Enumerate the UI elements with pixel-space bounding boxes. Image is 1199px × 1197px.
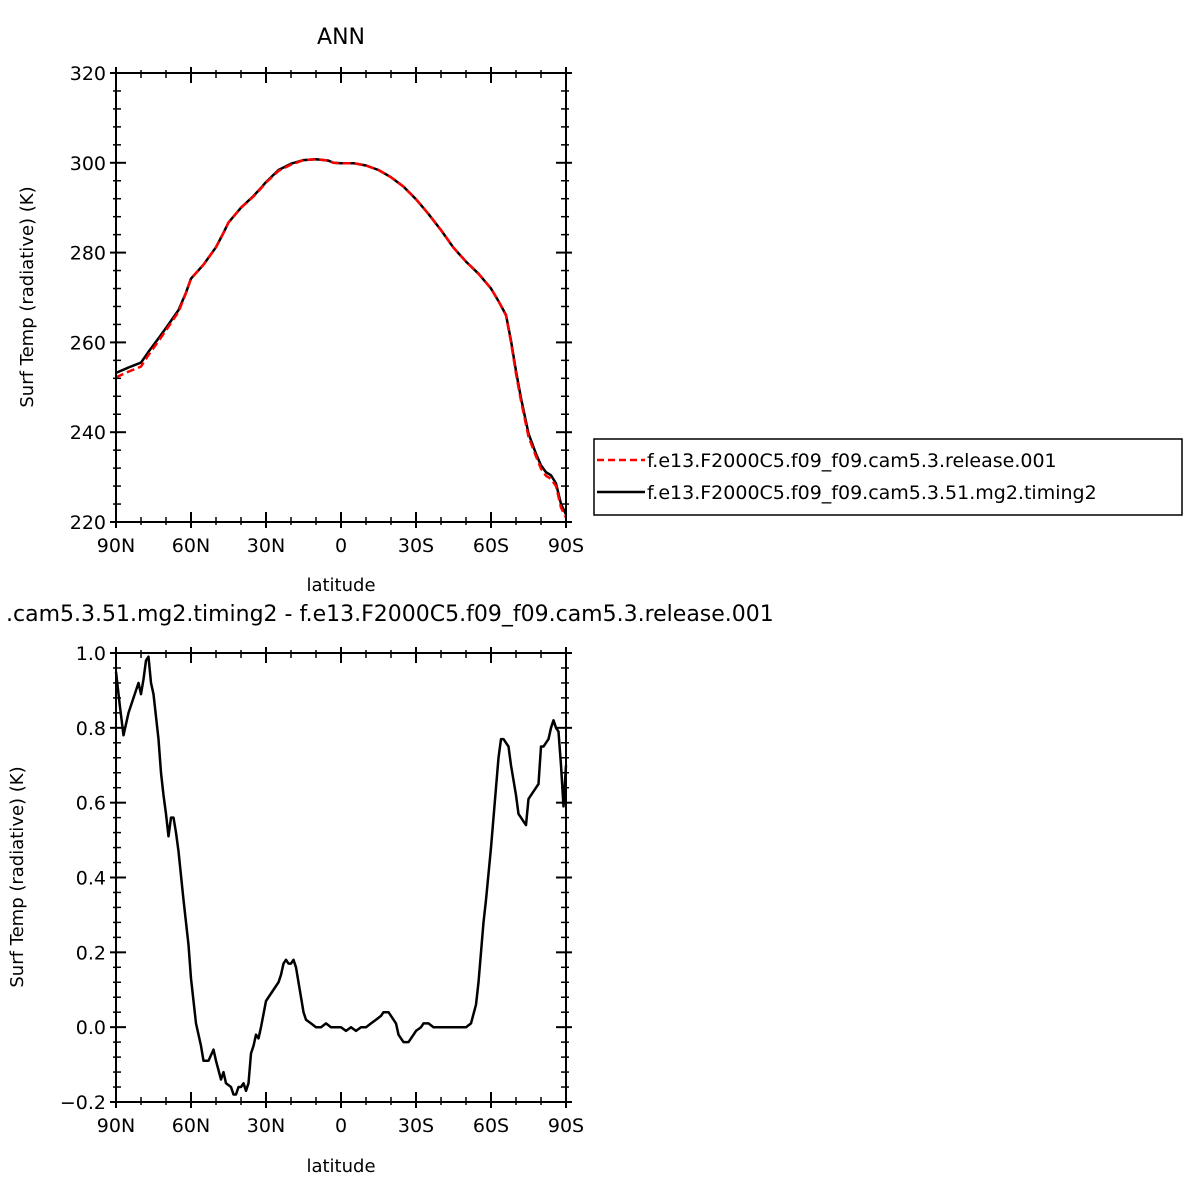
bottom-xtick-label: 30N <box>247 1115 285 1137</box>
bottom-ytick-label: 0.6 <box>76 793 106 815</box>
bottom-chart-xlabel: latitude <box>306 1156 375 1177</box>
top-ytick-label: 280 <box>70 243 106 265</box>
bottom-ytick-label: 0.2 <box>76 942 106 964</box>
bottom-xtick-label: 30S <box>398 1115 434 1137</box>
legend-label-timing2: f.e13.F2000C5.f09_f09.cam5.3.51.mg2.timi… <box>647 482 1097 504</box>
bottom-chart-ticks: 90N 60N 30N 0 30S 60S 90S −0.2 0.0 0.2 0.4 0.6 0.8 1.… <box>60 643 584 1137</box>
top-ytick-label: 320 <box>70 63 106 85</box>
bottom-xtick-label: 90N <box>97 1115 135 1137</box>
top-chart-series <box>115 157 568 519</box>
top-xtick-label: 60N <box>172 535 210 557</box>
bottom-chart-frame <box>115 652 567 1103</box>
bottom-xtick-label: 90S <box>548 1115 584 1137</box>
top-xtick-label: 90N <box>97 535 135 557</box>
bottom-ytick-label: −0.2 <box>60 1092 106 1114</box>
bottom-chart-title: .cam5.3.51.mg2.timing2 - f.e13.F2000C5.f… <box>6 602 774 627</box>
bottom-xtick-label: 60S <box>473 1115 509 1137</box>
bottom-ytick-label: 0.8 <box>76 718 106 740</box>
bottom-xtick-label: 0 <box>335 1115 347 1137</box>
bottom-chart-series <box>114 655 568 1096</box>
top-xtick-label: 0 <box>335 535 347 557</box>
top-xtick-label: 60S <box>473 535 509 557</box>
bottom-ytick-label: 0.4 <box>76 868 106 890</box>
top-ytick-label: 260 <box>70 332 106 354</box>
top-chart-ylabel: Surf Temp (radiative) (K) <box>17 186 38 407</box>
top-chart-title: ANN <box>317 25 365 50</box>
top-chart: ANN Surf Temp (radiative) (K) latitude 9… <box>17 25 584 596</box>
legend: f.e13.F2000C5.f09_f09.cam5.3.release.001… <box>593 438 1183 516</box>
top-chart-frame <box>115 72 567 523</box>
bottom-chart: .cam5.3.51.mg2.timing2 - f.e13.F2000C5.f… <box>6 602 774 1177</box>
top-chart-ticks: 90N 60N 30N 0 30S 60S 90S 220 240 260 280 300 320 <box>70 63 584 557</box>
top-ytick-label: 300 <box>70 153 106 175</box>
top-ytick-label: 240 <box>70 422 106 444</box>
bottom-series-line-0 <box>114 655 568 1096</box>
top-chart-xlabel: latitude <box>306 575 375 596</box>
top-series-line-0 <box>115 157 568 519</box>
top-ytick-label: 220 <box>70 512 106 534</box>
legend-label-release: f.e13.F2000C5.f09_f09.cam5.3.release.001 <box>647 450 1057 472</box>
bottom-xtick-label: 60N <box>172 1115 210 1137</box>
bottom-chart-ylabel: Surf Temp (radiative) (K) <box>7 766 28 987</box>
bottom-ytick-label: 0.0 <box>76 1017 106 1039</box>
top-xtick-label: 90S <box>548 535 584 557</box>
bottom-ytick-label: 1.0 <box>76 643 106 665</box>
legend-box <box>593 438 1183 516</box>
top-xtick-label: 30N <box>247 535 285 557</box>
top-series-line-1 <box>115 157 568 515</box>
top-xtick-label: 30S <box>398 535 434 557</box>
